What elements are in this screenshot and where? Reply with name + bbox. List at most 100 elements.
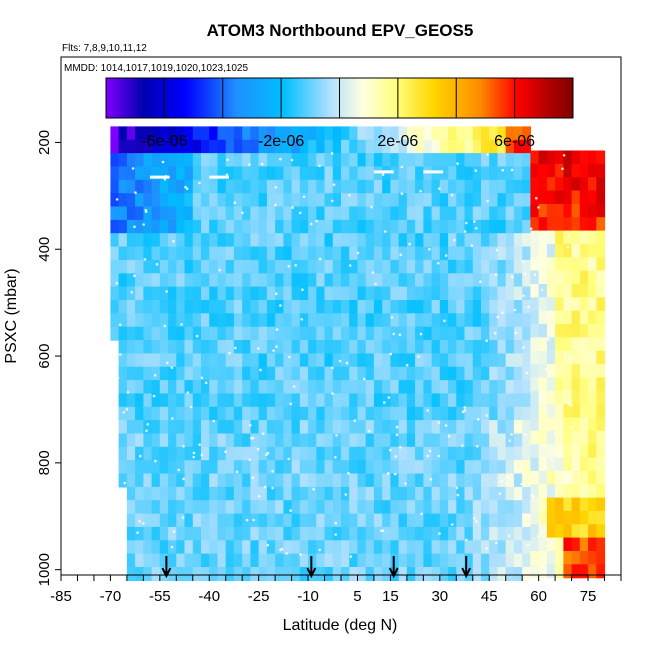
heatmap-cell bbox=[135, 446, 144, 461]
heatmap-cell bbox=[448, 219, 457, 234]
heatmap-cell bbox=[192, 206, 202, 221]
heatmap-cell bbox=[481, 380, 490, 395]
heatmap-cell bbox=[341, 300, 350, 314]
heatmap-cell bbox=[349, 366, 358, 381]
heatmap-cell bbox=[250, 273, 260, 288]
heatmap-cell bbox=[365, 393, 375, 408]
heatmap-cell bbox=[209, 286, 218, 301]
heatmap-cell bbox=[563, 510, 573, 525]
heatmap-cell bbox=[258, 273, 268, 288]
heatmap-cell bbox=[505, 219, 515, 234]
heatmap-cell bbox=[431, 567, 441, 581]
heatmap-cell bbox=[423, 286, 433, 301]
heatmap-cell bbox=[481, 166, 490, 181]
heatmap-cell bbox=[530, 337, 540, 352]
heatmap-cell bbox=[588, 524, 597, 539]
heatmap-cell bbox=[415, 513, 424, 528]
heatmap-cell bbox=[143, 353, 153, 368]
heatmap-cell bbox=[538, 444, 548, 459]
heatmap-cell bbox=[398, 300, 408, 314]
heatmap-cell bbox=[324, 340, 334, 354]
heatmap-cell bbox=[242, 340, 251, 354]
heatmap-cell bbox=[555, 390, 564, 405]
track-dot bbox=[338, 359, 342, 363]
track-dot bbox=[570, 403, 573, 407]
heatmap-cell bbox=[201, 446, 210, 461]
heatmap-cell bbox=[571, 284, 581, 298]
heatmap-cell bbox=[357, 540, 367, 555]
heatmap-cell bbox=[168, 126, 177, 141]
heatmap-cell bbox=[513, 553, 523, 568]
heatmap-cell bbox=[299, 460, 309, 475]
heatmap-cell bbox=[135, 153, 144, 168]
heatmap-cell bbox=[538, 457, 548, 472]
track-dot bbox=[274, 186, 278, 189]
heatmap-cell bbox=[530, 324, 540, 338]
heatmap-cell bbox=[275, 553, 284, 568]
heatmap-cell bbox=[151, 446, 161, 461]
heatmap-cell bbox=[324, 259, 334, 274]
heatmap-cell bbox=[596, 497, 606, 512]
track-dot bbox=[155, 263, 159, 266]
heatmap-cell bbox=[192, 273, 202, 288]
heatmap-cell bbox=[201, 326, 210, 341]
heatmap-cell bbox=[225, 126, 235, 141]
heatmap-cell bbox=[275, 313, 284, 328]
track-dot bbox=[116, 376, 120, 380]
heatmap-cell bbox=[563, 430, 573, 445]
heatmap-cell bbox=[266, 433, 276, 448]
heatmap-cell bbox=[184, 553, 194, 568]
heatmap-cell bbox=[579, 150, 589, 165]
heatmap-cell bbox=[373, 366, 383, 381]
heatmap-cell bbox=[316, 166, 326, 181]
heatmap-cell bbox=[110, 206, 120, 221]
heatmap-cell bbox=[110, 126, 120, 141]
heatmap-cell bbox=[151, 246, 161, 261]
heatmap-cell bbox=[209, 526, 218, 541]
heatmap-cell bbox=[151, 460, 161, 475]
heatmap-cell bbox=[135, 219, 144, 234]
heatmap-cell bbox=[341, 153, 350, 168]
heatmap-cell bbox=[555, 537, 564, 552]
heatmap-cell bbox=[341, 233, 350, 248]
heatmap-cell bbox=[431, 300, 441, 314]
heatmap-cell bbox=[192, 233, 202, 248]
heatmap-cell bbox=[472, 393, 482, 408]
heatmap-cell bbox=[250, 300, 260, 314]
heatmap-cell bbox=[151, 393, 161, 408]
heatmap-cell bbox=[258, 246, 268, 261]
heatmap-cell bbox=[390, 273, 400, 288]
heatmap-cell bbox=[489, 153, 498, 168]
track-dot bbox=[561, 167, 564, 171]
heatmap-cell bbox=[217, 326, 227, 341]
heatmap-cell bbox=[357, 513, 367, 528]
heatmap-cell bbox=[192, 300, 202, 314]
heatmap-cell bbox=[332, 193, 342, 208]
heatmap-cell bbox=[233, 460, 243, 475]
heatmap-cell bbox=[555, 190, 564, 205]
heatmap-cell bbox=[283, 393, 293, 408]
heatmap-cell bbox=[563, 484, 573, 499]
heatmap-cell bbox=[332, 433, 342, 448]
track-dot bbox=[444, 424, 448, 427]
heatmap-cell bbox=[225, 513, 235, 528]
heatmap-cell bbox=[415, 353, 424, 368]
track-dot bbox=[310, 222, 313, 226]
heatmap-cell bbox=[415, 540, 424, 555]
heatmap-cell bbox=[176, 233, 186, 248]
heatmap-cell bbox=[176, 460, 186, 475]
heatmap-cell bbox=[184, 153, 194, 168]
heatmap-cell bbox=[118, 446, 128, 461]
heatmap-cell bbox=[365, 553, 375, 568]
heatmap-cell bbox=[225, 473, 235, 488]
heatmap-cell bbox=[283, 126, 293, 141]
heatmap-cell bbox=[324, 513, 334, 528]
track-dot bbox=[463, 406, 467, 409]
heatmap-cell bbox=[201, 153, 210, 168]
heatmap-cell bbox=[522, 300, 531, 314]
heatmap-cell bbox=[472, 193, 482, 208]
heatmap-cell bbox=[555, 230, 564, 245]
heatmap-cell bbox=[225, 300, 235, 314]
heatmap-cell bbox=[291, 179, 301, 194]
heatmap-cell bbox=[299, 567, 309, 581]
